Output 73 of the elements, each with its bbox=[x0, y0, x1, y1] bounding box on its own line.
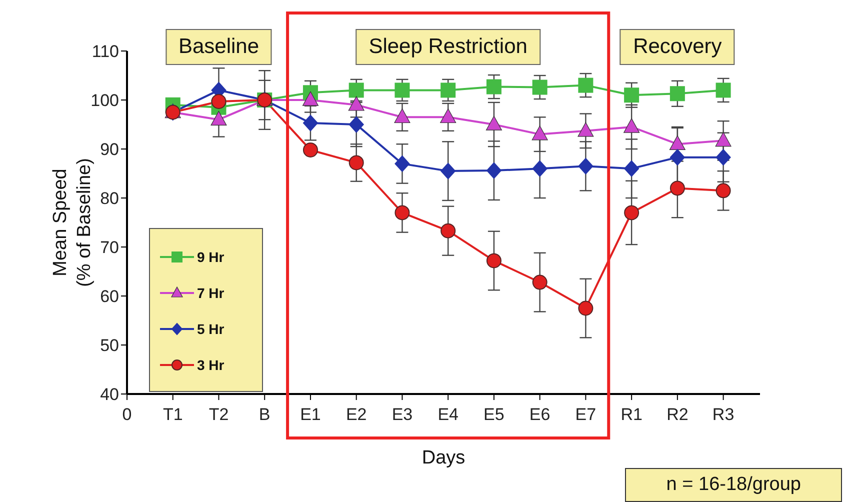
point bbox=[624, 88, 640, 103]
point bbox=[302, 114, 318, 132]
x-axis-title: Days bbox=[422, 447, 466, 468]
x-tick-label: T1 bbox=[162, 405, 183, 424]
point bbox=[716, 149, 731, 166]
point bbox=[669, 135, 686, 150]
x-tick-label: R2 bbox=[666, 405, 688, 424]
point bbox=[348, 96, 364, 111]
point bbox=[532, 160, 548, 177]
point bbox=[532, 274, 548, 290]
point bbox=[486, 162, 502, 179]
point bbox=[624, 160, 640, 177]
y-tick-label: 110 bbox=[92, 42, 119, 62]
point bbox=[394, 156, 410, 172]
point bbox=[578, 78, 594, 93]
legend-label: 7 Hr bbox=[197, 285, 224, 301]
point bbox=[578, 300, 594, 316]
point bbox=[394, 205, 410, 220]
point bbox=[670, 86, 685, 102]
y-tick-label: 100 bbox=[90, 91, 119, 110]
point bbox=[210, 110, 227, 126]
x-tick-label: R3 bbox=[712, 405, 734, 424]
annotation: Baseline bbox=[165, 29, 272, 65]
y-tick-label: 90 bbox=[100, 140, 119, 160]
y-tick-label: 60 bbox=[100, 287, 119, 306]
point bbox=[486, 253, 502, 268]
y-tick-label: 50 bbox=[100, 336, 119, 356]
x-tick-label: E3 bbox=[392, 405, 413, 424]
y-tick-label: 40 bbox=[100, 385, 119, 404]
point bbox=[394, 108, 410, 124]
point bbox=[578, 122, 594, 137]
x-tick-label: E7 bbox=[575, 405, 596, 424]
x-tick-label: R1 bbox=[620, 405, 642, 424]
point bbox=[302, 142, 318, 158]
point bbox=[715, 132, 732, 147]
y-axis-title: Mean Speed (% of Baseline) bbox=[50, 158, 95, 287]
point bbox=[348, 116, 364, 133]
y-tick-label: 70 bbox=[100, 238, 119, 258]
point bbox=[624, 205, 640, 220]
point bbox=[348, 155, 364, 170]
annotation: Sleep Restriction bbox=[356, 29, 540, 65]
point bbox=[532, 80, 548, 95]
x-tick-label: E1 bbox=[300, 405, 321, 424]
point bbox=[716, 82, 731, 98]
legend-label: 9 Hr bbox=[197, 249, 224, 265]
x-tick-label: E5 bbox=[484, 405, 504, 424]
point bbox=[440, 223, 456, 238]
annotation: Recovery bbox=[620, 29, 735, 65]
x-tick-label: B bbox=[258, 405, 270, 424]
point bbox=[716, 183, 731, 198]
y-tick-label: 80 bbox=[100, 189, 119, 208]
point bbox=[486, 79, 502, 94]
legend-label: 3 Hr bbox=[197, 357, 224, 373]
x-tick-label: T2 bbox=[208, 405, 229, 424]
point bbox=[486, 116, 502, 130]
text: n = 16-18/group bbox=[625, 468, 842, 502]
point bbox=[670, 149, 685, 166]
point bbox=[624, 118, 640, 133]
point bbox=[211, 94, 226, 109]
point bbox=[578, 158, 594, 174]
point bbox=[302, 91, 318, 106]
point bbox=[440, 162, 456, 180]
point bbox=[394, 82, 410, 98]
point bbox=[440, 82, 456, 98]
x-tick-label: 0 bbox=[122, 405, 132, 424]
x-tick-label: E6 bbox=[529, 405, 550, 424]
x-tick-label: E2 bbox=[346, 405, 367, 424]
x-tick-label: E4 bbox=[438, 405, 458, 424]
point bbox=[440, 108, 456, 124]
point bbox=[348, 82, 364, 98]
point bbox=[670, 180, 685, 196]
point bbox=[532, 126, 548, 140]
legend-label: 5 Hr bbox=[197, 321, 224, 337]
